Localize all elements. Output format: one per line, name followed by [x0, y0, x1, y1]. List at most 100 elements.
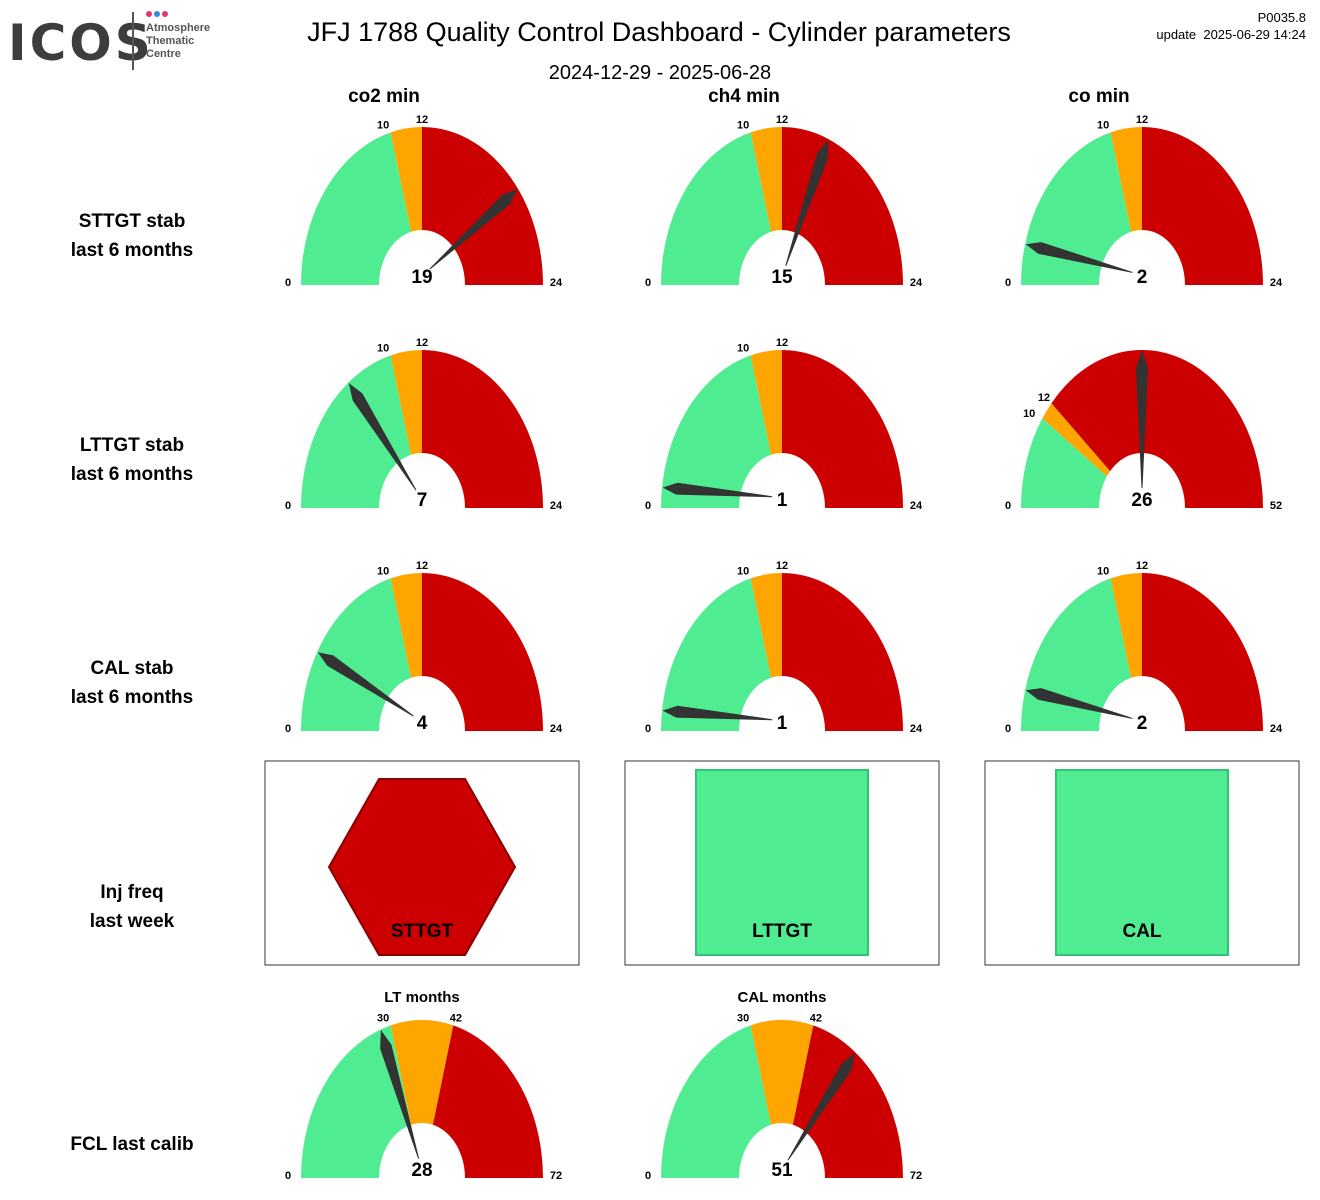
gauge-band-red [782, 573, 903, 731]
gauge-min-label: 0 [285, 1170, 291, 1182]
gauge-min-label: 0 [1005, 277, 1011, 289]
row-label-line: Inj freq [100, 882, 164, 903]
gauge-value-label: 1 [777, 490, 788, 511]
gauge-threshold-label: 12 [416, 114, 428, 126]
gauge: 51 0 72 30 42 CAL months [645, 989, 922, 1182]
gauge-threshold-label: 42 [450, 1013, 462, 1025]
row-label-line: last 6 months [70, 687, 194, 708]
logo-dot [146, 11, 152, 17]
gauge-needle [785, 139, 829, 267]
gauge-value-label: 2 [1137, 713, 1148, 734]
gauge-value-label: 26 [1131, 490, 1152, 511]
row-label-line: LTTGT stab [79, 435, 185, 456]
gauge: 2 0 24 10 12 [1005, 560, 1283, 735]
gauge-needle [380, 1029, 420, 1159]
gauge: 4 0 24 10 12 [285, 560, 563, 735]
column-header-co: co min [1068, 86, 1130, 107]
gauge-min-label: 0 [645, 723, 651, 735]
status-square [695, 769, 869, 956]
logo-line-3: Centre [146, 48, 181, 60]
gauge-band-red [422, 350, 543, 508]
logo-line-1: Atmosphere [146, 22, 211, 34]
gauge-hub [379, 1123, 465, 1178]
gauge-title: LT months [384, 989, 460, 1006]
gauge-threshold-label: 12 [416, 337, 428, 349]
gauge: 28 0 72 30 42 LT months [285, 989, 562, 1182]
gauge-title: CAL months [738, 989, 827, 1006]
gauge-band-red [1051, 350, 1263, 508]
gauge-threshold-label: 12 [1038, 392, 1050, 404]
gauge-min-label: 0 [285, 723, 291, 735]
gauge-min-label: 0 [285, 500, 291, 512]
gauge-threshold-label: 10 [377, 343, 389, 355]
gauge-threshold-label: 10 [737, 120, 749, 132]
gauge-value-label: 19 [411, 267, 432, 288]
gauge-band-orange [390, 1020, 454, 1178]
icos-logo: ICOS Atmosphere Thematic Centre [6, 10, 226, 72]
row-label-line: STTGT stab [78, 211, 186, 232]
gauge-threshold-label: 12 [776, 337, 788, 349]
status-panel: CAL [984, 760, 1300, 966]
gauge-value-label: 2 [1137, 267, 1148, 288]
gauge-threshold-label: 42 [810, 1013, 822, 1025]
logo-dot [154, 11, 160, 17]
gauge-threshold-label: 10 [1097, 120, 1109, 132]
gauge-max-label: 24 [550, 500, 563, 512]
column-header-co2: co2 min [348, 86, 420, 107]
gauge-hub [379, 230, 465, 285]
gauge-needle [1025, 242, 1133, 273]
row-label-line: last 6 months [70, 240, 194, 261]
column-header-ch4: ch4 min [708, 86, 780, 107]
gauge-value-label: 4 [417, 713, 428, 734]
gauge-max-label: 24 [550, 723, 563, 735]
gauge-value-label: 51 [771, 1160, 793, 1181]
row-label-fcl: FCL last calib [32, 1130, 232, 1159]
gauge-hub [1099, 676, 1185, 731]
row-label-cal: CAL stab last 6 months [32, 654, 232, 712]
gauge-value-label: 1 [777, 713, 788, 734]
logo-dot [162, 11, 168, 17]
gauge-band-red [422, 573, 543, 731]
gauge-threshold-label: 30 [377, 1013, 389, 1025]
gauge-band-orange [750, 1019, 814, 1178]
gauge-max-label: 24 [910, 500, 923, 512]
gauge: 15 0 24 10 12 [645, 114, 923, 289]
gauge-band-red [422, 127, 543, 285]
gauge-min-label: 0 [1005, 500, 1011, 512]
update-timestamp: update 2025-06-29 14:24 [1156, 27, 1306, 42]
row-label-lttgt: LTTGT stab last 6 months [32, 431, 232, 489]
status-label: STTGT [391, 921, 454, 942]
gauge-hub [1099, 230, 1185, 285]
gauge-band-red [1142, 573, 1263, 731]
status-panel: LTTGT [624, 760, 940, 966]
gauge-threshold-label: 10 [737, 343, 749, 355]
gauge-threshold-label: 10 [377, 566, 389, 578]
gauge-hub [739, 676, 825, 731]
gauge-band-red [782, 127, 903, 285]
row-label-sttgt: STTGT stab last 6 months [32, 207, 232, 265]
gauge-needle [317, 652, 414, 717]
gauge-threshold-label: 10 [1023, 408, 1035, 420]
gauge-max-label: 24 [910, 723, 923, 735]
logo-dots-icon [146, 10, 170, 20]
gauge-threshold-label: 12 [776, 114, 788, 126]
gauge-hub [379, 676, 465, 731]
date-range: 2024-12-29 - 2025-06-28 [548, 62, 772, 84]
status-label: LTTGT [752, 921, 812, 942]
gauge-value-label: 7 [417, 490, 428, 511]
gauge-hub [739, 230, 825, 285]
gauge-threshold-label: 12 [1136, 560, 1148, 572]
gauge-threshold-label: 30 [737, 1013, 749, 1025]
gauge-threshold-label: 12 [416, 560, 428, 572]
gauge-needle [662, 705, 773, 721]
gauge-max-label: 24 [1270, 723, 1283, 735]
gauge-threshold-label: 12 [1136, 114, 1148, 126]
gauge-needle [1135, 350, 1149, 489]
logo-wordmark: ICOS [8, 14, 154, 72]
gauge-needle [787, 1053, 856, 1161]
gauge-min-label: 0 [645, 277, 651, 289]
row-label-line: CAL stab [90, 658, 174, 679]
status-label: CAL [1122, 921, 1161, 942]
